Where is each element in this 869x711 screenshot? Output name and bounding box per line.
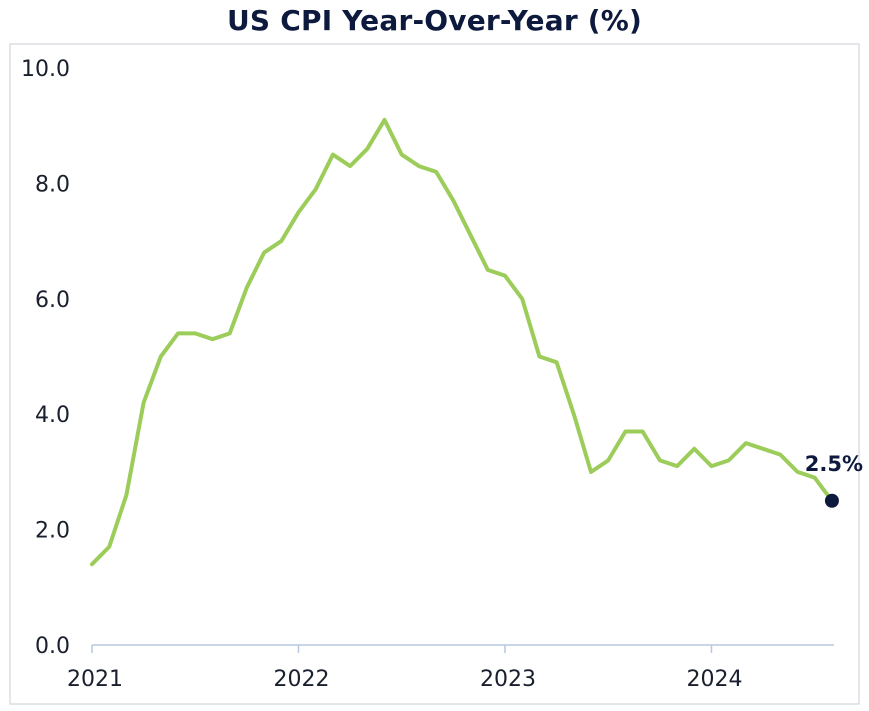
x-tick-label: 2021 <box>67 667 123 692</box>
y-tick-label: 10.0 <box>21 57 70 82</box>
series-layer <box>90 117 834 567</box>
x-tick-label: 2023 <box>480 667 536 692</box>
x-tick-label: 2024 <box>686 667 742 692</box>
latest-value-label: 2.5% <box>805 452 863 476</box>
y-tick-label: 8.0 <box>35 172 70 197</box>
y-tick-label: 2.0 <box>35 519 70 544</box>
annotation-layer: 2.5% <box>805 452 863 508</box>
cpi-series-line <box>90 117 834 567</box>
plot-frame <box>9 43 860 705</box>
y-tick-label: 0.0 <box>35 634 70 659</box>
x-tick-label: 2022 <box>273 667 329 692</box>
y-tick-label: 4.0 <box>35 403 70 428</box>
x-axis: 2021 2022 2023 2024 <box>67 645 742 692</box>
chart-title: US CPI Year-Over-Year (%) <box>226 4 643 37</box>
y-axis: 0.0 2.0 4.0 6.0 8.0 10.0 <box>21 57 70 659</box>
y-tick-label: 6.0 <box>35 288 70 313</box>
latest-value-marker <box>824 493 839 508</box>
